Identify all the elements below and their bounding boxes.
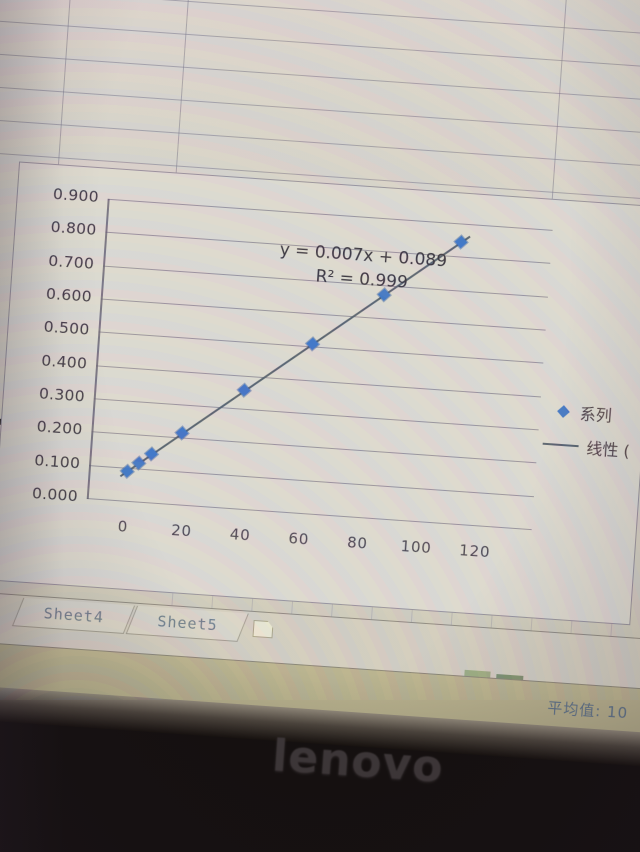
line-marker-icon — [542, 442, 579, 448]
sheet-tab-label: Sheet5 — [156, 612, 219, 635]
x-tick-label: 20 — [170, 521, 193, 541]
sheet-tab-sheet4[interactable]: Sheet4 — [11, 597, 136, 634]
chart-legend[interactable]: 系列 线性 ( — [541, 399, 640, 475]
x-tick-label: 0 — [117, 517, 129, 536]
insert-worksheet-icon[interactable] — [252, 620, 273, 638]
monitor-screen: 0.900 0.800 0.700 0.600 0.500 0.400 0.300 0.200… — [0, 0, 640, 770]
diamond-marker-icon — [557, 404, 570, 418]
x-tick-label: 80 — [346, 533, 369, 553]
sheet-tab-sheet5[interactable]: Sheet5 — [125, 605, 249, 642]
legend-label: 线性 ( — [585, 438, 631, 461]
average-value-text: 平均值: 10 — [546, 698, 629, 723]
legend-item-trendline[interactable]: 线性 ( — [542, 433, 640, 463]
legend-label: 系列 — [579, 404, 613, 426]
x-tick-label: 60 — [287, 529, 310, 549]
x-tick-label: 100 — [400, 537, 433, 558]
sheet-tab-label: Sheet4 — [43, 604, 105, 627]
x-tick-label: 40 — [229, 525, 252, 545]
x-tick-label: 120 — [458, 541, 491, 562]
